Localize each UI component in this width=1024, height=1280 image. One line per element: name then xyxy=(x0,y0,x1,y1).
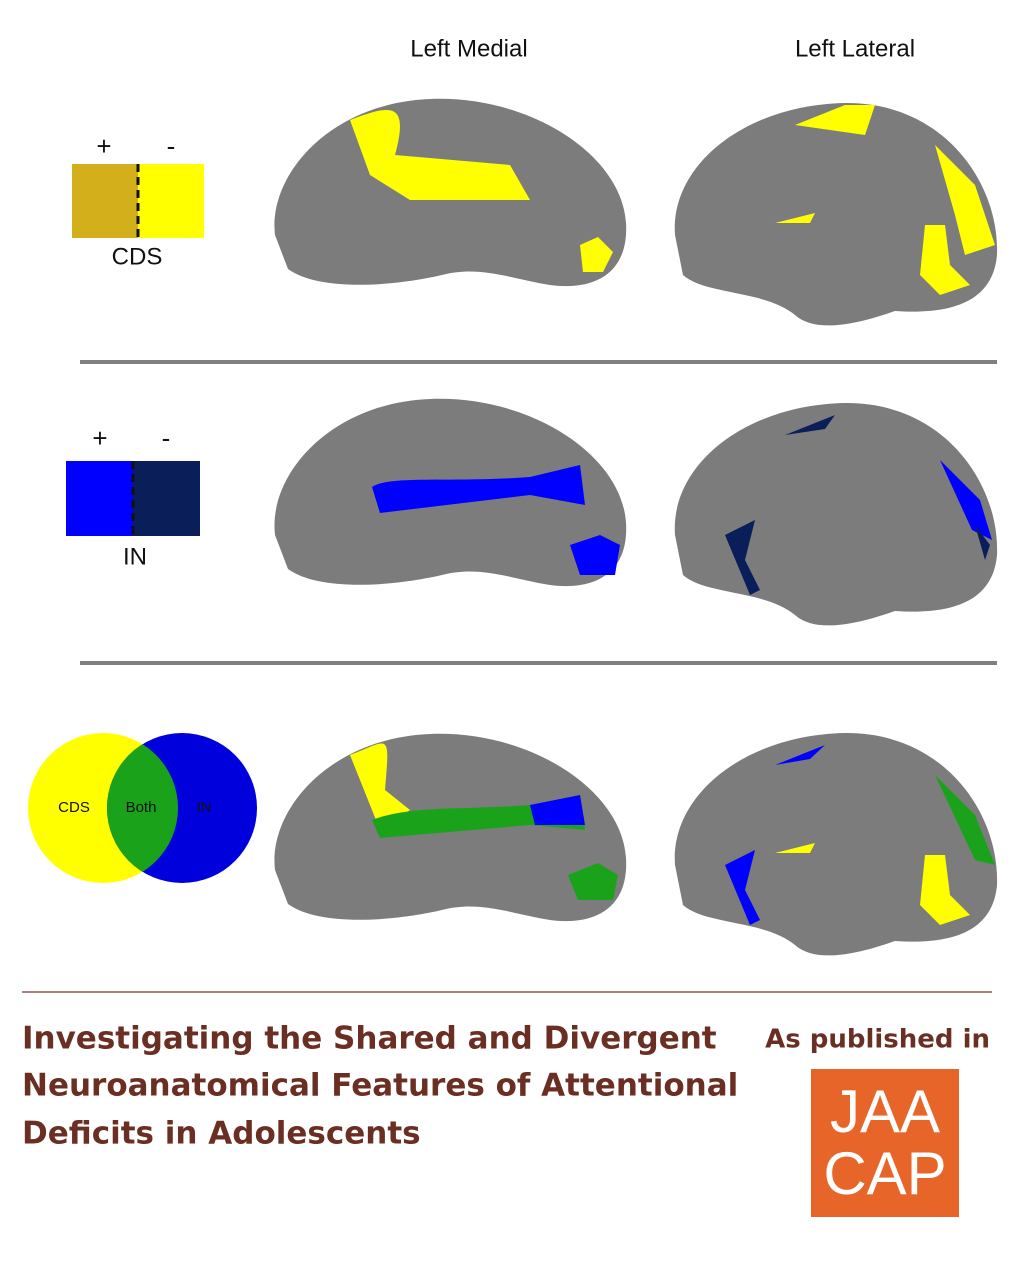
legend-plus: + xyxy=(92,423,107,453)
column-header: Left Lateral xyxy=(795,35,915,62)
brain-medial xyxy=(274,733,627,922)
legend-swatch xyxy=(66,461,133,536)
journal-name: JAA xyxy=(830,1078,940,1145)
brain-medial xyxy=(274,98,627,287)
legend-swatch xyxy=(138,164,204,238)
legend-label: CDS xyxy=(112,243,163,270)
legend-swatch xyxy=(72,164,138,238)
legend-minus: - xyxy=(167,131,176,161)
legend-plus: + xyxy=(96,131,111,161)
journal-name: CAP xyxy=(823,1140,946,1207)
paper-title: Neuroanatomical Features of Attentional xyxy=(22,1068,738,1104)
brain-medial xyxy=(274,398,627,587)
legend-swatch xyxy=(133,461,200,536)
venn-label: CDS xyxy=(58,799,90,816)
paper-title: Investigating the Shared and Divergent xyxy=(22,1021,717,1057)
paper-title: Deficits in Adolescents xyxy=(22,1116,421,1152)
journal-logo xyxy=(811,1069,959,1217)
venn-overlap xyxy=(107,733,178,883)
brain-lateral xyxy=(674,102,998,326)
brain-lateral xyxy=(674,732,998,956)
legend-label: IN xyxy=(123,543,147,570)
published-in: As published in xyxy=(765,1025,990,1055)
legend-minus: - xyxy=(162,423,171,453)
venn-label: IN xyxy=(197,799,212,816)
venn-label: Both xyxy=(126,799,157,816)
brain-lateral xyxy=(674,402,998,626)
column-header: Left Medial xyxy=(410,35,527,62)
